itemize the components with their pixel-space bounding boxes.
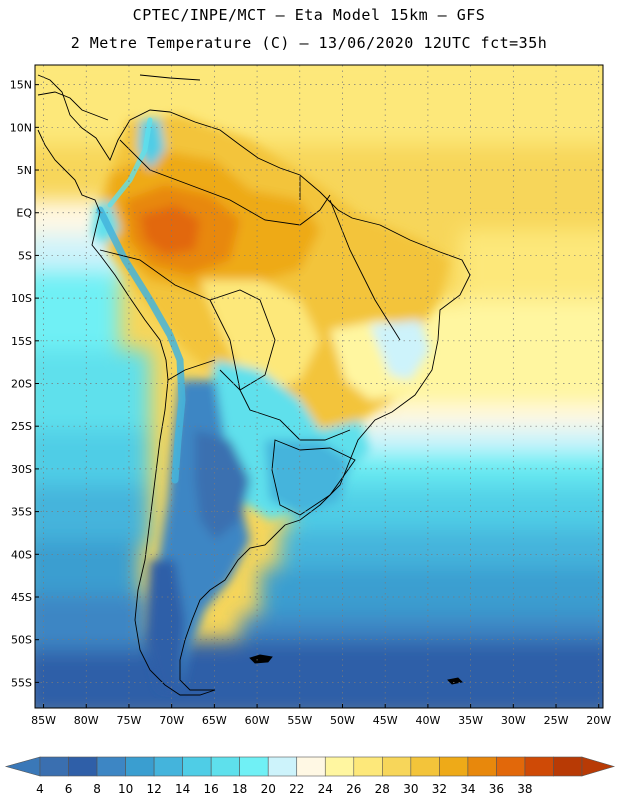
colorbar-swatch — [353, 756, 383, 777]
lat-tick-label: 50S — [11, 634, 32, 647]
lat-tick-label: 35S — [11, 506, 32, 519]
longitude-axis: 85W 80W 75W 70W 65W 60W 55W 50W 45W 40W 35W 30W 25W 2… — [31, 704, 611, 727]
colorbar-label: 24 — [318, 782, 333, 796]
colorbar-swatch — [239, 756, 269, 777]
lat-tick-label: EQ — [16, 207, 32, 220]
colorbar-swatch — [467, 756, 497, 777]
lat-tick-label: 25S — [11, 420, 32, 433]
colorbar-swatch — [296, 756, 326, 777]
colorbar-swatch — [96, 756, 126, 777]
colorbar-label: 20 — [261, 782, 276, 796]
colorbar-swatch — [68, 756, 98, 777]
lon-tick-label: 50W — [330, 714, 355, 727]
colorbar-label: 6 — [65, 782, 73, 796]
colorbar-swatch — [210, 756, 240, 777]
colorbar-under-arrow — [4, 756, 41, 777]
colorbar-label: 26 — [346, 782, 361, 796]
lat-tick-label: 10N — [10, 121, 32, 134]
lat-tick-label: 30S — [11, 463, 32, 476]
lat-tick-label: 5N — [17, 164, 32, 177]
temperature-map: 15N 10N 5N EQ 5S 10S 15S 20S 25S 30S 35S 40S 45S 50S 5… — [10, 64, 611, 727]
map-subtitle: 2 Metre Temperature (C) – 13/06/2020 12U… — [70, 34, 548, 52]
lon-tick-label: 55W — [287, 714, 312, 727]
colorbar-label: 4 — [36, 782, 44, 796]
colorbar-label: 10 — [118, 782, 133, 796]
colorbar-swatch — [182, 756, 212, 777]
latitude-axis: 15N 10N 5N EQ 5S 10S 15S 20S 25S 30S 35S 40S 45S 50S 5… — [10, 79, 39, 689]
colorbar-swatch — [153, 756, 183, 777]
colorbar-label: 36 — [489, 782, 504, 796]
colorbar-swatch — [382, 756, 412, 777]
lon-tick-label: 45W — [373, 714, 398, 727]
lon-tick-label: 35W — [458, 714, 483, 727]
colorbar-label: 8 — [93, 782, 101, 796]
colorbar-swatch — [496, 756, 526, 777]
lat-tick-label: 15N — [10, 79, 32, 92]
lat-tick-label: 40S — [11, 548, 32, 561]
colorbar-label: 34 — [460, 782, 475, 796]
lon-tick-label: 60W — [245, 714, 270, 727]
map-title: CPTEC/INPE/MCT – Eta Model 15km – GFS — [132, 6, 486, 24]
graticule — [35, 65, 603, 708]
colorbar-swatch — [553, 756, 583, 777]
colorbar-swatch — [39, 756, 69, 777]
lat-tick-label: 10S — [11, 292, 32, 305]
colorbar-label: 30 — [403, 782, 418, 796]
lon-tick-label: 20W — [586, 714, 611, 727]
colorbar-label: 14 — [175, 782, 190, 796]
colorbar-swatch — [267, 756, 298, 777]
lat-tick-label: 55S — [11, 676, 32, 689]
colorbar-swatch — [324, 756, 355, 777]
colorbar-swatch — [439, 756, 469, 777]
lon-tick-label: 70W — [159, 714, 184, 727]
colorbar-label: 32 — [432, 782, 447, 796]
lon-tick-label: 80W — [74, 714, 99, 727]
temperature-field — [35, 65, 603, 708]
colorbar-label: 28 — [375, 782, 390, 796]
lon-tick-label: 75W — [117, 714, 142, 727]
colorbar-label: 22 — [289, 782, 304, 796]
map-frame — [34, 64, 604, 709]
lon-tick-label: 40W — [415, 714, 440, 727]
colorbar-label: 38 — [517, 782, 532, 796]
lon-tick-label: 30W — [501, 714, 526, 727]
colorbar-label: 12 — [146, 782, 161, 796]
lon-tick-label: 25W — [544, 714, 569, 727]
lat-tick-label: 15S — [11, 335, 32, 348]
colorbar-over-arrow — [581, 756, 616, 777]
lat-tick-label: 5S — [18, 249, 32, 262]
colorbar-swatch — [410, 756, 440, 777]
lon-tick-label: 65W — [202, 714, 227, 727]
colorbar-label: 18 — [232, 782, 247, 796]
lat-tick-label: 20S — [11, 378, 32, 391]
lat-tick-label: 45S — [11, 591, 32, 604]
colorbar-label: 16 — [204, 782, 219, 796]
colorbar-swatch — [524, 756, 554, 777]
coastlines — [37, 74, 471, 696]
colorbar: 4 6 8 10 12 14 16 18 20 22 24 26 28 30 32 34 36 38 — [4, 756, 616, 796]
lon-tick-label: 85W — [31, 714, 56, 727]
colorbar-swatch — [125, 756, 155, 777]
